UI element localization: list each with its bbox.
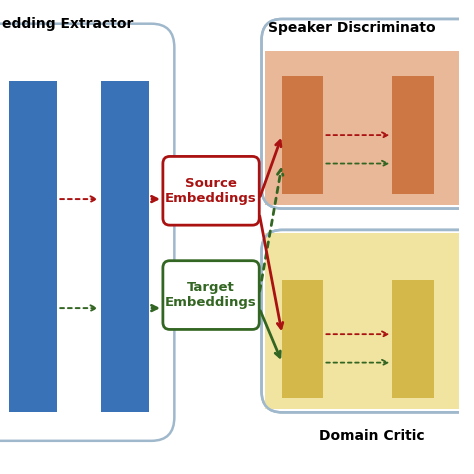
Bar: [392, 76, 434, 194]
FancyBboxPatch shape: [163, 261, 259, 329]
Bar: [9, 81, 57, 412]
Text: edding Extractor: edding Extractor: [2, 17, 134, 31]
Bar: [392, 280, 434, 398]
Bar: [265, 233, 474, 409]
Text: Domain Critic: Domain Critic: [319, 429, 424, 443]
Bar: [282, 76, 323, 194]
Bar: [101, 81, 149, 412]
FancyBboxPatch shape: [0, 24, 174, 441]
Bar: [282, 280, 323, 398]
Bar: [265, 51, 474, 205]
FancyBboxPatch shape: [163, 156, 259, 225]
FancyBboxPatch shape: [262, 19, 474, 209]
Text: Source
Embeddings: Source Embeddings: [165, 177, 257, 205]
Text: Speaker Discriminato: Speaker Discriminato: [268, 21, 436, 36]
Text: Target
Embeddings: Target Embeddings: [165, 281, 257, 309]
FancyBboxPatch shape: [262, 230, 474, 412]
